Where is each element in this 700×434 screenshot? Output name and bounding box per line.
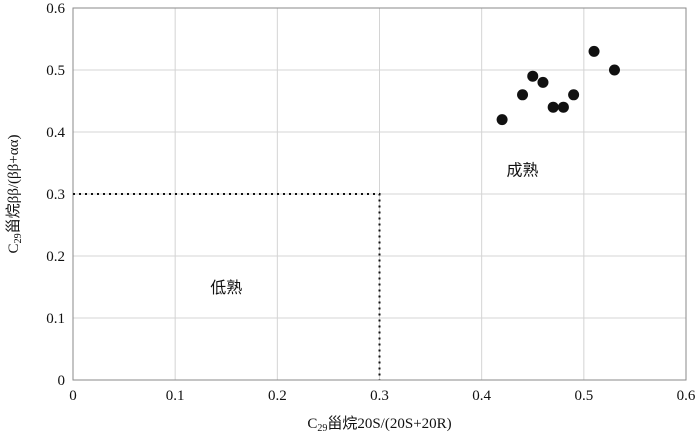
y-tick-label-1: 0.1 bbox=[46, 311, 65, 327]
data-point-8 bbox=[608, 64, 620, 76]
annotations: 低熟 成熟 bbox=[210, 160, 538, 297]
annotation-1: 成熟 bbox=[507, 160, 539, 179]
y-axis-title-subscript: 29 bbox=[13, 233, 24, 243]
x-tick-label-6: 0.6 bbox=[677, 388, 696, 404]
x-tick-label-4: 0.4 bbox=[472, 388, 491, 404]
threshold-line bbox=[73, 193, 381, 380]
x-tick-label-3: 0.3 bbox=[370, 388, 389, 404]
x-tick-labels: 0 0.1 0.2 0.3 0.4 0.5 0.6 bbox=[69, 388, 696, 404]
y-tick-label-0: 0 bbox=[58, 373, 66, 389]
data-point-5 bbox=[557, 101, 569, 113]
data-point-7 bbox=[588, 45, 600, 57]
y-tick-label-2: 0.2 bbox=[46, 249, 65, 265]
y-axis-title-group: C29甾烷ββ/(ββ+αα) bbox=[5, 135, 24, 254]
x-tick-label-5: 0.5 bbox=[574, 388, 593, 404]
y-tick-labels: 0 0.1 0.2 0.3 0.4 0.5 0.6 bbox=[46, 1, 65, 389]
y-axis-title-prefix: C bbox=[6, 243, 22, 253]
x-axis-title-prefix: C bbox=[307, 416, 317, 432]
y-tick-label-4: 0.4 bbox=[46, 125, 65, 141]
data-point-1 bbox=[517, 89, 529, 101]
data-point-2 bbox=[527, 70, 539, 82]
x-tick-label-0: 0 bbox=[69, 388, 77, 404]
x-tick-label-1: 0.1 bbox=[166, 388, 185, 404]
y-tick-label-5: 0.5 bbox=[46, 63, 65, 79]
x-axis-title: C29甾烷20S/(20S+20R) bbox=[307, 415, 451, 434]
data-point-6 bbox=[568, 89, 580, 101]
y-tick-label-6: 0.6 bbox=[46, 1, 65, 17]
data-point-4 bbox=[547, 101, 559, 113]
y-axis-title-text: 甾烷ββ/(ββ+αα) bbox=[5, 135, 22, 234]
data-point-0 bbox=[496, 114, 508, 126]
x-axis-title-text: 甾烷20S/(20S+20R) bbox=[327, 415, 451, 432]
annotation-0: 低熟 bbox=[210, 278, 242, 297]
x-axis-title-subscript: 29 bbox=[317, 423, 327, 434]
y-tick-label-3: 0.3 bbox=[46, 187, 65, 203]
y-axis-title: C29甾烷ββ/(ββ+αα) bbox=[5, 135, 24, 254]
x-tick-label-2: 0.2 bbox=[268, 388, 287, 404]
data-points bbox=[496, 45, 620, 126]
data-point-3 bbox=[537, 76, 549, 88]
